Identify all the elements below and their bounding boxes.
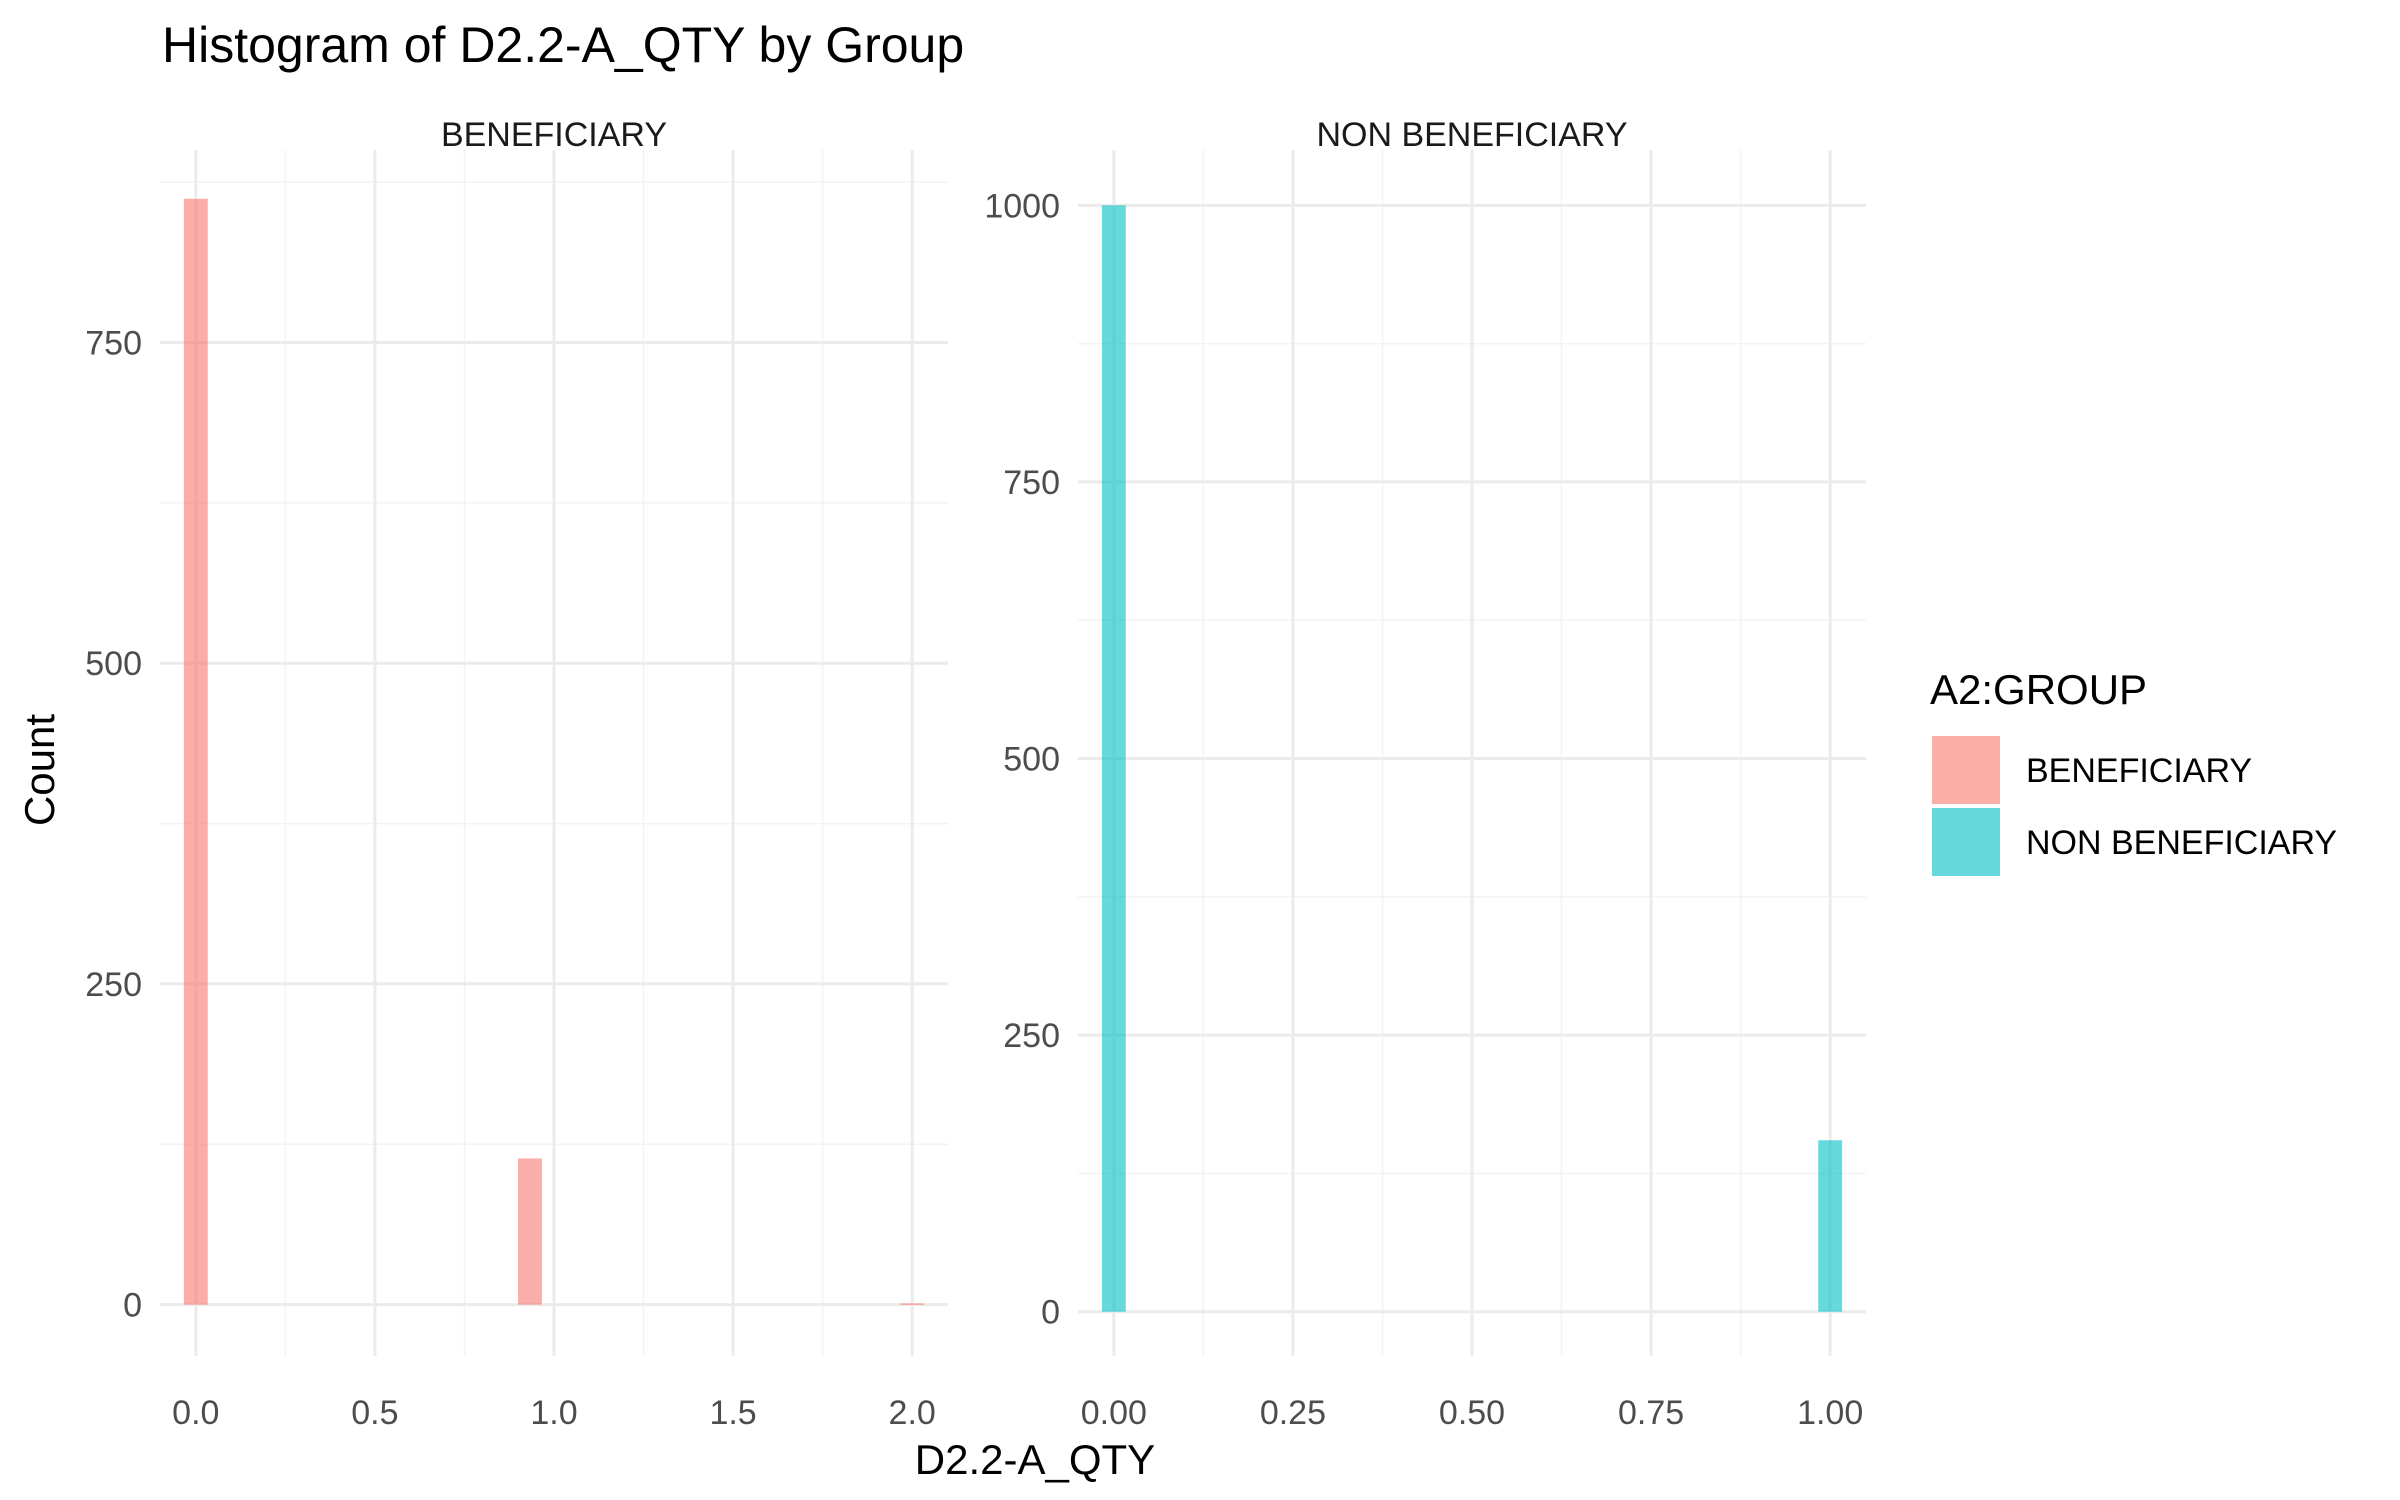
y-tick-label: 0 — [123, 1287, 142, 1325]
y-axis-title: Count — [16, 714, 63, 826]
panel-beneficiary: BENEFICIARY 0.0 0.5 1.0 1.5 2.0 0 250 500 750 — [85, 116, 948, 1432]
legend-key-beneficiary — [1932, 736, 2000, 804]
chart-title: Histogram of D2.2-A_QTY by Group — [162, 17, 964, 73]
y-tick-label: 0 — [1041, 1294, 1060, 1332]
histogram-bar-non-beneficiary — [1101, 205, 1126, 1312]
histogram-bar-non-beneficiary — [1818, 1140, 1843, 1312]
histogram-bar-beneficiary — [183, 198, 208, 1305]
x-tick-label: 0.00 — [1081, 1394, 1147, 1432]
facet-strip-label: BENEFICIARY — [441, 116, 667, 154]
x-tick-label: 0.5 — [351, 1394, 398, 1432]
x-tick-label: 0.75 — [1618, 1394, 1684, 1432]
y-tick-label: 250 — [1003, 1017, 1060, 1055]
histogram-bar-beneficiary — [518, 1158, 542, 1305]
x-axis-title: D2.2-A_QTY — [915, 1436, 1155, 1483]
y-tick-label: 750 — [1003, 464, 1060, 502]
x-tick-label: 0.0 — [172, 1394, 219, 1432]
legend-title: A2:GROUP — [1930, 666, 2147, 713]
histogram-bar-beneficiary — [900, 1303, 925, 1305]
x-tick-label: 0.50 — [1439, 1394, 1505, 1432]
y-tick-label: 250 — [85, 966, 142, 1004]
legend-label: BENEFICIARY — [2026, 752, 2252, 790]
legend: A2:GROUP BENEFICIARY NON BENEFICIARY — [1930, 666, 2337, 876]
x-tick-label: 0.25 — [1260, 1394, 1326, 1432]
panel-non-beneficiary: NON BENEFICIARY 0.00 0.25 0.50 0.75 1.00 0 250 5… — [984, 116, 1866, 1432]
x-tick-label: 2.0 — [889, 1394, 936, 1432]
legend-key-non-beneficiary — [1932, 808, 2000, 876]
y-tick-label: 750 — [85, 324, 142, 362]
facet-strip-label: NON BENEFICIARY — [1316, 116, 1627, 154]
x-tick-label: 1.5 — [709, 1394, 756, 1432]
y-tick-label: 500 — [85, 645, 142, 683]
y-tick-label: 500 — [1003, 741, 1060, 779]
x-tick-label: 1.0 — [530, 1394, 577, 1432]
x-tick-label: 1.00 — [1797, 1394, 1863, 1432]
y-tick-label: 1000 — [984, 187, 1060, 225]
legend-label: NON BENEFICIARY — [2026, 824, 2337, 862]
